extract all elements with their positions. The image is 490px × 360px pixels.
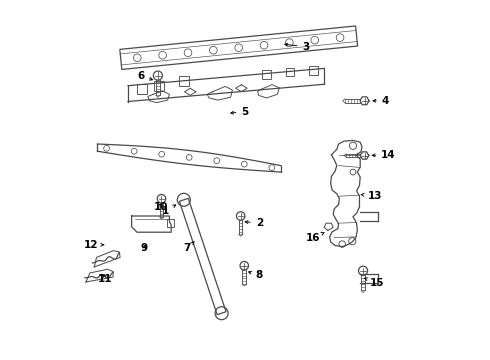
Text: 14: 14 [372,150,396,160]
Text: 1: 1 [162,205,176,216]
Text: 15: 15 [365,278,385,288]
Text: 5: 5 [231,107,248,117]
Text: 12: 12 [84,240,104,250]
Text: 10: 10 [154,202,169,212]
Text: 4: 4 [373,96,389,106]
Text: 6: 6 [137,71,152,81]
Bar [167,219,174,227]
Bar [179,76,189,86]
Text: 13: 13 [361,191,382,201]
Text: 11: 11 [98,274,112,284]
Text: 16: 16 [306,233,324,243]
Bar [286,68,294,76]
Text: 8: 8 [248,270,263,280]
Text: 7: 7 [184,242,194,253]
Bar [262,70,271,79]
Text: 3: 3 [285,42,310,52]
Text: 2: 2 [245,218,263,228]
Bar [309,66,318,75]
Bar [137,84,147,94]
Bar [153,81,164,91]
Text: 9: 9 [141,243,147,253]
